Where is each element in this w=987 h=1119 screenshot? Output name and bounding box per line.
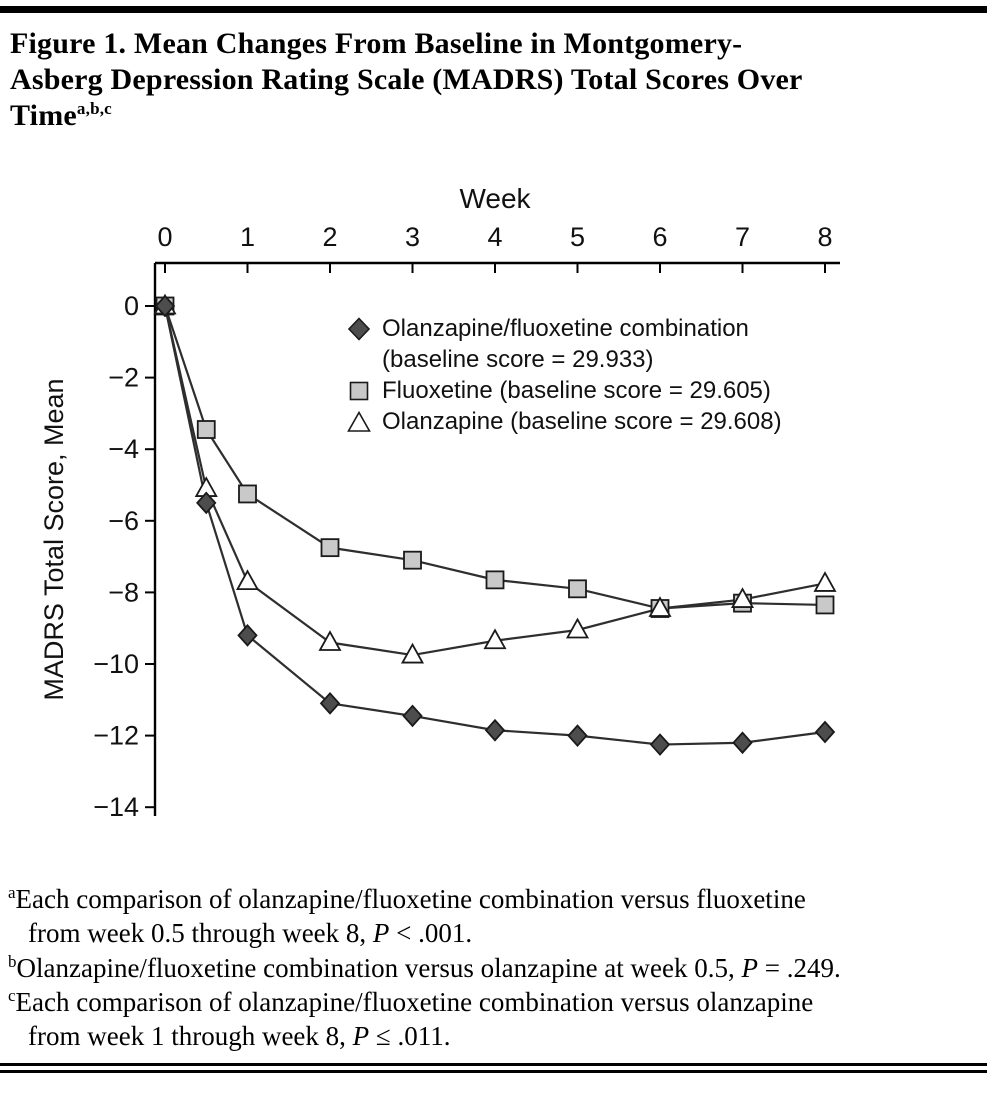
figure-title-superscript: a,b,c bbox=[76, 99, 112, 118]
triangle-marker bbox=[483, 628, 507, 650]
x-tick-label-8: 8 bbox=[817, 222, 832, 252]
figure-title-line: Figure 1. Mean Changes From Baseline in … bbox=[10, 27, 743, 60]
diamond-marker bbox=[319, 692, 341, 715]
footnote-p-symbol: P bbox=[352, 1021, 370, 1052]
diamond-marker bbox=[402, 704, 423, 728]
triangle-marker bbox=[730, 587, 755, 608]
bottom-rule-line-2 bbox=[0, 1070, 987, 1074]
y-tick-label-0: 0 bbox=[124, 291, 139, 321]
legend-label-line: Olanzapine/fluoxetine combination bbox=[382, 315, 749, 342]
y-tick-label--2: −2 bbox=[108, 363, 139, 393]
diamond-marker bbox=[814, 720, 836, 744]
triangle-marker-icon bbox=[347, 410, 371, 434]
bottom-rule bbox=[0, 1063, 987, 1074]
triangle-marker bbox=[235, 569, 260, 591]
y-tick-label--8: −8 bbox=[108, 577, 139, 607]
footnote-marker: c bbox=[8, 985, 16, 1005]
figure-title-line-text: Time bbox=[10, 99, 77, 132]
x-tick-label-3: 3 bbox=[405, 222, 420, 252]
legend-label-fluoxetine: Fluoxetine (baseline score = 29.605) bbox=[382, 376, 771, 407]
bottom-rule-line-1 bbox=[0, 1063, 987, 1067]
chart-legend: Olanzapine/fluoxetine combination (basel… bbox=[347, 314, 782, 438]
square-marker-icon bbox=[347, 379, 371, 403]
figure-title-line: Timea,b,c bbox=[10, 98, 971, 134]
triangle-marker bbox=[318, 630, 342, 651]
legend-label-line: Olanzapine (baseline score = 29.608) bbox=[382, 407, 782, 435]
footnote-p-symbol: P bbox=[741, 952, 759, 983]
legend-label-combination: Olanzapine/fluoxetine combination (basel… bbox=[382, 314, 749, 376]
square-marker bbox=[485, 570, 505, 590]
footnote-marker: b bbox=[8, 951, 17, 971]
legend-label-line: (baseline score = 29.933) bbox=[382, 345, 654, 373]
x-tick-label-5: 5 bbox=[570, 222, 585, 252]
footnote-p-value: ≤ .011. bbox=[369, 1021, 451, 1052]
series-line-olanzapine-fluoxetine-combination bbox=[163, 305, 826, 746]
diamond-marker bbox=[237, 624, 258, 647]
chart-area: 0 1 2 3 4 5 6 7 8 0 −2 −4 −6 −8 −10 −12 −14 Week MADRS Tot… bbox=[35, 176, 955, 856]
y-tick-label--4: −4 bbox=[108, 434, 139, 464]
footnote-p-value: = .249. bbox=[758, 952, 841, 983]
footnote-c: cEach comparison of olanzapine/fluoxetin… bbox=[8, 985, 863, 1054]
legend-item-fluoxetine: Fluoxetine (baseline score = 29.605) bbox=[347, 376, 782, 407]
figure-title-line: Asberg Depression Rating Scale (MADRS) T… bbox=[10, 63, 803, 96]
diamond-marker bbox=[649, 733, 671, 756]
x-tick-label-1: 1 bbox=[240, 222, 255, 252]
footnote-text: Each comparison of olanzapine/fluoxetine… bbox=[15, 986, 814, 1052]
square-marker bbox=[238, 484, 257, 504]
square-marker bbox=[403, 550, 422, 570]
footnote-marker: a bbox=[8, 883, 16, 902]
figure-title: Figure 1. Mean Changes From Baseline in … bbox=[10, 26, 971, 134]
diamond-marker bbox=[154, 294, 176, 318]
x-tick-label-6: 6 bbox=[652, 222, 667, 252]
y-tick-label--12: −12 bbox=[93, 721, 139, 751]
square-marker bbox=[568, 579, 587, 599]
square-marker bbox=[320, 538, 340, 558]
x-tick-label-4: 4 bbox=[487, 222, 502, 252]
y-tick-label--14: −14 bbox=[93, 792, 139, 822]
legend-label-line: Fluoxetine (baseline score = 29.605) bbox=[382, 376, 771, 404]
legend-item-olanzapine: Olanzapine (baseline score = 29.608) bbox=[347, 407, 782, 438]
triangle-marker bbox=[565, 617, 590, 639]
y-tick-label--6: −6 bbox=[108, 506, 139, 536]
triangle-marker bbox=[648, 596, 672, 617]
diamond-marker bbox=[732, 731, 753, 755]
triangle-marker bbox=[400, 642, 425, 664]
y-axis-title: MADRS Total Score, Mean bbox=[39, 378, 69, 700]
footnote-a: aEach comparison of olanzapine/fluoxetin… bbox=[8, 882, 863, 951]
x-tick-label-7: 7 bbox=[735, 222, 750, 252]
square-marker bbox=[815, 595, 835, 615]
x-tick-label-0: 0 bbox=[157, 222, 172, 252]
square-marker bbox=[196, 420, 216, 439]
footnote-p-value: < .001. bbox=[389, 918, 473, 949]
madrs-line-chart: 0 1 2 3 4 5 6 7 8 0 −2 −4 −6 −8 −10 −12 −14 Week MADRS Tot… bbox=[39, 183, 840, 822]
x-axis-title: Week bbox=[459, 183, 531, 214]
footnote-text: Each comparison of olanzapine/fluoxetine… bbox=[15, 884, 806, 949]
legend-item-combination: Olanzapine/fluoxetine combination (basel… bbox=[347, 314, 782, 376]
diamond-marker bbox=[567, 724, 588, 747]
y-tick-label--10: −10 bbox=[93, 649, 139, 679]
x-tick-label-2: 2 bbox=[322, 222, 337, 252]
diamond-marker bbox=[484, 718, 506, 742]
triangle-marker bbox=[813, 571, 837, 592]
top-rule bbox=[0, 6, 987, 13]
footnotes: aEach comparison of olanzapine/fluoxetin… bbox=[8, 882, 863, 1053]
footnote-b: bOlanzapine/fluoxetine combination versu… bbox=[8, 951, 863, 985]
series-line-fluoxetine bbox=[163, 305, 826, 610]
diamond-marker bbox=[196, 491, 217, 515]
footnote-p-symbol: P bbox=[372, 918, 390, 949]
legend-label-olanzapine: Olanzapine (baseline score = 29.608) bbox=[382, 407, 782, 438]
footnote-text: Olanzapine/fluoxetine combination versus… bbox=[16, 952, 742, 983]
diamond-marker-icon bbox=[347, 317, 371, 341]
series-line-olanzapine bbox=[163, 305, 826, 657]
